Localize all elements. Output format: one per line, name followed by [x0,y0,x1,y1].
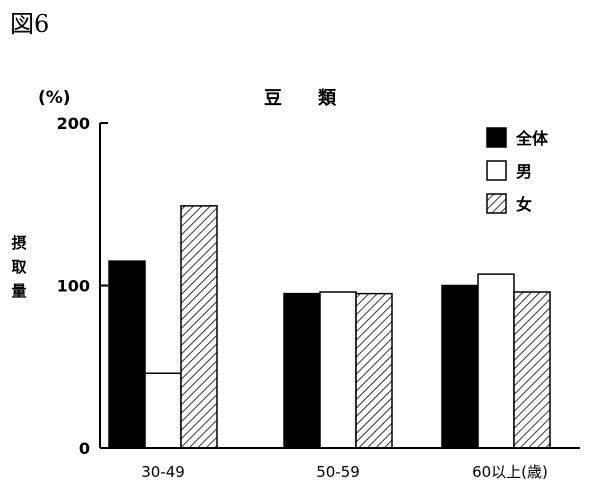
legend-swatch-全体 [486,127,507,148]
x-tick-label: 30-49 [141,463,185,481]
y-tick-label: 200 [57,114,90,133]
y-ticks: 0 100 200 [57,114,108,458]
y-tick-label: 0 [79,439,90,458]
bar-女-50-59 [355,292,393,449]
chart-title: 豆 類 [264,88,337,109]
unit-label: (%) [38,88,71,108]
bar-全体-60以上 [441,284,479,449]
legend-label-全体: 全体 [515,129,549,148]
legend-label-女: 女 [516,195,532,214]
legend-swatch-女 [486,193,507,214]
bars-group [108,205,551,449]
bar-男-30-49 [144,372,182,449]
y-tick-label: 100 [57,277,90,296]
legend-swatch-男 [486,160,507,181]
bar-女-30-49 [180,205,218,449]
legend-label-男: 男 [516,162,532,181]
bar-男-60以上 [477,273,515,449]
x-ticks: 30-49 50-59 60以上(歳) [141,463,548,481]
figure-label: 図6 [10,10,50,38]
bar-女-60以上 [513,291,551,449]
x-tick-label: 60以上(歳) [472,463,548,481]
bar-全体-50-59 [283,292,321,449]
x-tick-label: 50-59 [316,463,360,481]
bar-男-50-59 [319,291,357,449]
bar-全体-30-49 [108,260,146,449]
y-axis-label: 摂取量 [11,234,27,300]
